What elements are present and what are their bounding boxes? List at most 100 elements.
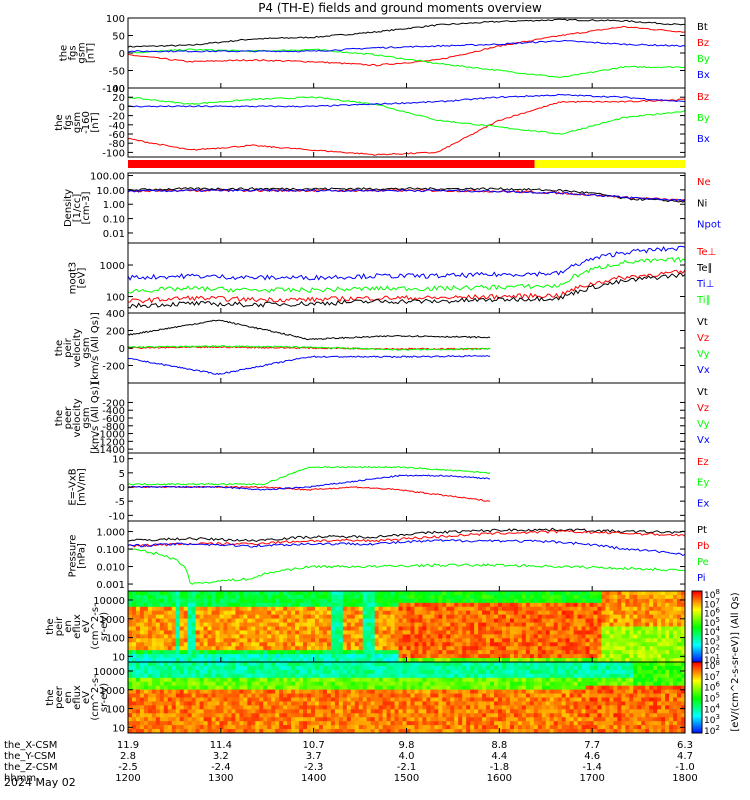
spectrogram-cell [251,681,256,687]
spectrogram-cell [322,630,328,635]
spectrogram-cell [450,673,455,679]
spectrogram-cell [163,658,169,663]
spectrogram-cell [438,697,443,702]
spectrogram-cell [131,591,137,596]
spectrogram-cell [537,685,543,691]
spectrogram-cell [271,602,276,608]
spectrogram-cell [374,665,380,671]
spectrogram-cell [199,725,204,730]
spectrogram-cell [458,689,463,694]
spectrogram-cell [155,638,161,643]
spectrogram-cell [354,614,360,620]
spectrogram-cell [311,602,316,608]
spectrogram-cell [474,598,479,604]
spectrogram-cell [307,662,312,667]
spectrogram-cell [501,614,507,620]
spectrogram-cell [326,642,332,647]
spectrogram-cell [577,594,582,600]
spectrogram-cell [239,594,244,600]
spectrogram-cell [366,626,372,631]
spectrogram-cell [139,630,145,635]
spectrogram-cell [255,665,260,671]
spectrogram-cell [549,697,555,702]
spectrogram-cell [163,626,169,631]
spectrogram-cell [569,654,574,659]
spectrogram-cell [414,594,419,600]
spectrogram-cell [410,662,415,667]
spectrogram-cell [589,594,594,600]
spectrogram-cell [187,650,193,655]
spectrogram-cell [442,669,447,675]
spectrogram-cell [442,614,447,620]
spectrogram-cell [637,610,642,616]
spectrogram-cell [350,689,356,694]
spectrogram-cell [243,709,248,714]
spectrogram-cell [243,642,248,647]
spectrogram-cell [478,701,483,706]
spectrogram-cell [346,610,352,616]
spectrogram-cell [565,594,571,600]
spectrogram-cell [418,697,423,702]
spectrogram-cell [203,606,208,612]
spectrogram-cell [553,681,559,687]
spectrogram-cell [195,654,201,659]
spectrogram-cell [199,602,204,608]
spectrogram-cell [414,709,419,714]
spectrogram-cell [661,594,666,600]
spectrogram-cell [406,669,411,675]
spectrogram-cell [322,701,328,706]
spectrogram-cell [143,591,149,596]
spectrogram-cell [179,697,185,702]
spectrogram-cell [501,630,507,635]
spectrogram-cell [661,598,666,604]
spectrogram-cell [215,630,220,635]
spectrogram-cell [462,725,467,730]
spectrogram-cell [139,618,145,623]
spectrogram-cell [553,638,559,643]
spectrogram-cell [565,634,571,639]
spectrogram-cell [581,662,586,667]
spectrogram-cell [366,665,372,671]
spectrogram-cell [239,681,244,687]
spectrogram-cell [211,602,216,608]
spectrogram-cell [350,642,356,647]
spectrogram-cell [474,677,479,683]
spectrogram-cell [211,638,216,643]
spectrogram-cell [645,626,650,631]
spectrogram-cell [326,701,332,706]
spectrogram-cell [147,626,153,631]
spectrogram-cell [239,673,244,679]
spectrogram-cell [159,618,165,623]
spectrogram-cell [382,646,388,651]
spectrogram-cell [346,658,352,663]
spectrogram-cell [143,642,149,647]
spectrogram-cell [271,610,276,616]
spectrogram-cell [291,591,296,596]
spectrogram-cell [390,709,395,714]
panel-ylabel: Density[1/cc][cm-3] [63,189,92,227]
spectrogram-cell [593,713,598,718]
spectrogram-cell [287,701,292,706]
spectrogram-cell [131,618,137,623]
spectrogram-cell [426,729,431,734]
spectrogram-cell [553,642,559,647]
spectrogram-cell [299,673,304,679]
spectrogram-cell [533,685,539,691]
spectrogram-cell [362,685,368,691]
spectrogram-cell [498,669,503,675]
spectrogram-cell [545,713,551,718]
spectrogram-cell [490,654,495,659]
spectrogram-cell [517,614,523,620]
spectrogram-cell [549,677,555,683]
spectrogram-cell [482,654,487,659]
spectrogram-cell [494,713,499,718]
spectrogram-cell [426,693,431,698]
spectrogram-cell [418,689,423,694]
spectrogram-cell [454,713,459,718]
spectrogram-cell [593,689,598,694]
spectrogram-cell [501,650,507,655]
spectrogram-cell [573,638,578,643]
spectrogram-cell [573,681,578,687]
spectrogram-cell [155,693,161,698]
spectrogram-cell [545,654,551,659]
